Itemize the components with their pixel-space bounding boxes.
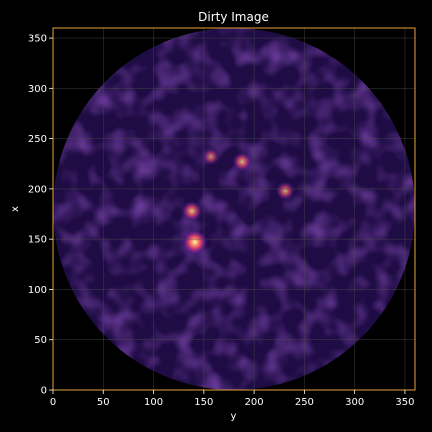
y-tick-label: 350 (28, 34, 47, 45)
x-tick-label: 100 (144, 397, 163, 408)
ticks: 0 50 100 150 200 250 300 350 0 50 100 150 200 250 300 3… (28, 34, 415, 408)
source-blob-2 (181, 200, 203, 222)
x-tick-label: 200 (245, 397, 264, 408)
source-blob-3 (232, 152, 252, 172)
x-tick-label: 350 (395, 397, 414, 408)
y-tick-label: 250 (28, 134, 47, 145)
y-tick-label: 50 (34, 335, 47, 346)
y-tick-label: 200 (28, 184, 47, 195)
noise-texture (53, 28, 415, 390)
source-blob-4 (275, 181, 295, 201)
chart-title: Dirty Image (198, 10, 269, 24)
grid (53, 28, 415, 390)
y-axis-title: x (10, 206, 21, 212)
y-tick-label: 300 (28, 84, 47, 95)
source-blob-1 (181, 229, 208, 256)
x-tick-label: 300 (345, 397, 364, 408)
x-axis-title: y (231, 411, 237, 422)
y-tick-label: 150 (28, 235, 47, 246)
y-tick-label: 0 (41, 386, 47, 397)
x-tick-label: 150 (194, 397, 213, 408)
y-tick-label: 100 (28, 285, 47, 296)
axes-frame (52, 27, 416, 391)
x-tick-label: 0 (50, 397, 56, 408)
x-tick-label: 50 (97, 397, 110, 408)
source-blob-5 (202, 148, 220, 166)
sources-layer (181, 148, 295, 256)
x-tick-label: 250 (295, 397, 314, 408)
image-layer (53, 28, 415, 390)
